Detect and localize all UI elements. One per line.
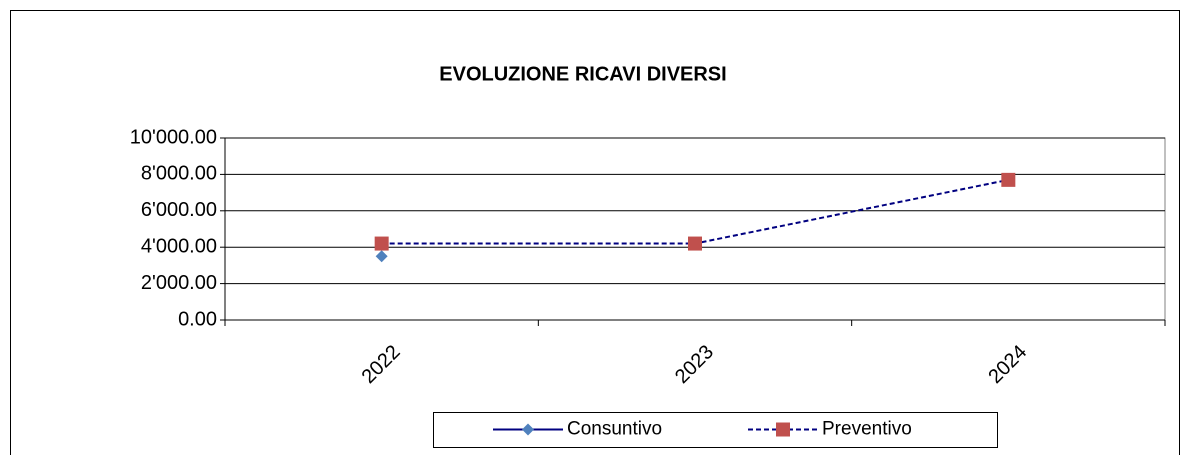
- y-tick-label: 4'000.00: [141, 235, 217, 257]
- legend-label: Consuntivo: [567, 419, 662, 440]
- y-tick-label: 10'000.00: [130, 126, 217, 148]
- y-tick-label: 8'000.00: [141, 163, 217, 185]
- legend-marker: [522, 423, 534, 436]
- plot-area: [224, 137, 1166, 321]
- legend-marker: [776, 422, 790, 437]
- series-marker: [688, 236, 702, 251]
- y-tick-label: 2'000.00: [141, 272, 217, 294]
- series-marker: [375, 250, 388, 263]
- chart-title: EVOLUZIONE RICAVI DIVERSI: [439, 63, 726, 85]
- series-marker: [1001, 172, 1016, 187]
- legend-label: Preventivo: [822, 419, 912, 440]
- y-tick-label: 6'000.00: [141, 199, 217, 221]
- y-tick-label: 0.00: [178, 308, 217, 330]
- series-marker: [374, 236, 389, 251]
